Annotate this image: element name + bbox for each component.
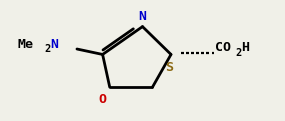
Text: 2: 2: [44, 44, 50, 54]
Text: O: O: [98, 93, 106, 106]
Text: N: N: [51, 38, 59, 51]
Text: N: N: [139, 10, 146, 23]
Text: H: H: [241, 41, 249, 54]
Text: S: S: [165, 61, 173, 74]
Text: Me: Me: [17, 38, 33, 51]
Text: CO: CO: [215, 41, 231, 54]
Text: 2: 2: [235, 48, 241, 58]
